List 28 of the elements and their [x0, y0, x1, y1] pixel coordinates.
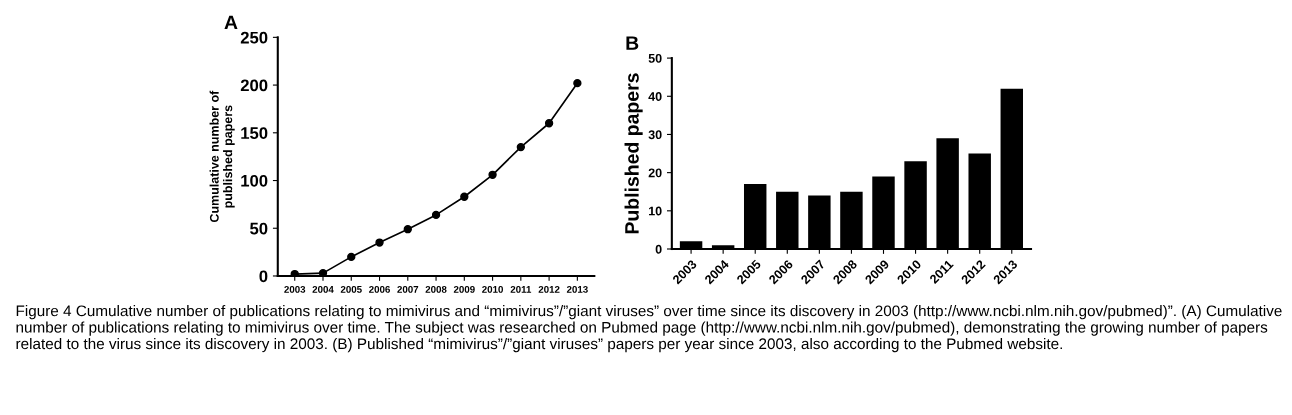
x-tick-label: 2012 [538, 285, 560, 293]
x-tick-label: 2004 [312, 285, 334, 293]
y-tick-label: 40 [648, 92, 662, 101]
caption: Figure 4 Cumulative number of publications relating to mimivirus and “mimivirus”/”giant viruses” over time since its discovery in 2003 (http://www.ncbi.nlm.nih.gov/pubmed)”. (A) Cumulative number of publications relating to mimivirus over time. The subject was researched on Pubmed page (http://www.ncbi.nlm.nih.gov/pubmed), demonstrating the growing number of papers related to the virus since its discovery in 2003. (B) Published “mimivirus”/”giant viruses” papers per year since 2003, also according to the Pubmed website. [16, 305, 1282, 353]
x-tick-label: 2008 [425, 285, 447, 293]
y-axis-title: Published papers [624, 73, 643, 234]
y-axis-title: Cumulative number of published papers [209, 90, 235, 223]
x-tick-label: 2005 [340, 285, 362, 293]
x-tick-label: 2006 [369, 285, 390, 293]
chart-title: B [626, 36, 639, 50]
y-tick-label: 0 [259, 270, 268, 283]
y-tick-label: 30 [648, 130, 662, 140]
y-tick-label: 200 [240, 79, 268, 92]
x-tick-label: 2011 [510, 285, 532, 293]
y-tick-label: 250 [240, 31, 268, 44]
y-tick-label: 20 [648, 168, 662, 178]
y-tick-label: 50 [250, 222, 268, 235]
x-tick-label: 2003 [284, 285, 306, 293]
x-tick-label: 2013 [566, 285, 588, 293]
y-tick-label: 150 [241, 127, 268, 139]
y-tick-label: 50 [648, 53, 662, 63]
x-tick-label: 2009 [453, 285, 475, 293]
x-tick-label: 2010 [482, 285, 503, 293]
y-tick-label: 100 [241, 174, 268, 187]
x-tick-label: 2007 [397, 285, 419, 293]
y-tick-label: 0 [655, 244, 662, 254]
chart-title: A [224, 15, 238, 30]
y-tick-label: 10 [649, 206, 662, 216]
